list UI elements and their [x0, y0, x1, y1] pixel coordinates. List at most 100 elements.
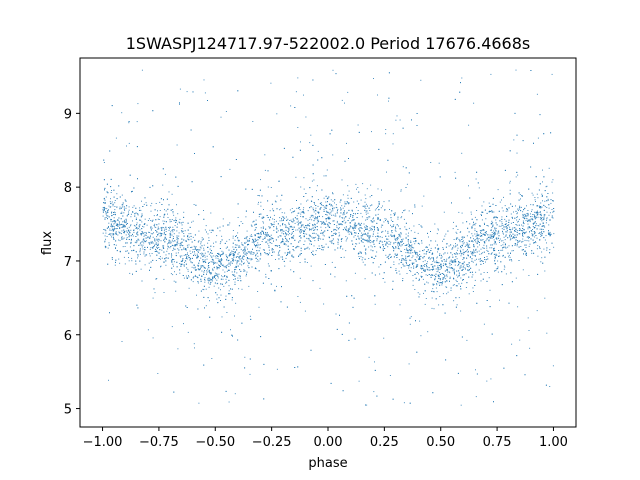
data-point: [145, 237, 147, 239]
data-point: [470, 252, 472, 254]
data-point: [247, 265, 249, 267]
data-point: [435, 298, 437, 300]
data-point: [315, 218, 317, 220]
data-point: [262, 226, 264, 228]
data-point: [180, 256, 181, 258]
data-point: [150, 233, 152, 235]
data-point: [542, 219, 544, 221]
data-point: [219, 226, 221, 228]
data-point: [321, 222, 323, 224]
data-point: [501, 224, 503, 226]
data-point: [452, 268, 454, 270]
data-point: [318, 215, 320, 217]
data-point: [527, 220, 529, 222]
data-point: [357, 223, 359, 225]
data-point: [199, 253, 201, 255]
data-point: [540, 202, 542, 204]
data-point: [388, 100, 389, 102]
data-point: [141, 244, 143, 246]
data-point: [128, 230, 129, 232]
data-point: [439, 284, 441, 286]
data-point: [198, 269, 200, 271]
data-point: [472, 261, 474, 263]
data-point: [179, 222, 180, 224]
data-point: [152, 337, 154, 339]
data-point: [534, 197, 536, 198]
data-point: [426, 268, 428, 270]
data-point: [352, 306, 354, 308]
data-point: [427, 331, 429, 333]
data-point: [446, 269, 448, 271]
data-point: [505, 210, 507, 212]
data-point: [507, 210, 509, 212]
data-point: [136, 228, 138, 230]
data-point: [392, 225, 394, 227]
data-point: [453, 221, 454, 223]
data-point: [192, 236, 194, 238]
data-point: [409, 264, 411, 266]
data-point: [190, 247, 192, 248]
data-point: [408, 227, 410, 229]
data-point: [451, 260, 453, 262]
data-point: [312, 215, 314, 216]
data-point: [476, 242, 478, 244]
data-point: [516, 224, 518, 226]
data-point: [238, 275, 240, 277]
data-point: [117, 225, 119, 227]
data-point: [353, 226, 355, 228]
data-point: [475, 264, 477, 266]
data-point: [344, 213, 346, 215]
data-point: [516, 152, 518, 154]
data-point: [387, 221, 389, 223]
data-point: [282, 256, 283, 258]
data-point: [519, 233, 521, 235]
data-point: [401, 251, 402, 252]
data-point: [285, 234, 287, 236]
data-point: [298, 207, 299, 209]
data-point: [143, 251, 145, 253]
data-point: [470, 211, 472, 213]
data-point: [544, 206, 546, 208]
data-point: [483, 247, 485, 249]
data-point: [234, 239, 236, 241]
data-point: [267, 263, 269, 265]
data-point: [152, 242, 154, 244]
data-point: [335, 215, 337, 217]
data-point: [527, 236, 529, 238]
data-point: [270, 239, 272, 241]
data-point: [480, 280, 482, 282]
data-point: [268, 253, 269, 255]
data-point: [121, 213, 123, 214]
data-point: [179, 272, 181, 274]
data-point: [323, 206, 325, 208]
data-point: [307, 219, 309, 221]
data-point: [299, 231, 301, 233]
data-point: [342, 248, 344, 250]
data-point: [228, 293, 230, 295]
data-point: [317, 238, 319, 240]
data-point: [273, 214, 275, 216]
data-point: [329, 218, 331, 220]
data-point: [200, 241, 202, 243]
data-point: [337, 228, 339, 230]
data-point: [528, 330, 530, 331]
data-point: [139, 251, 141, 253]
data-point: [250, 224, 252, 226]
data-point: [536, 214, 538, 216]
data-point: [191, 246, 193, 248]
data-point: [475, 271, 477, 273]
data-point: [208, 277, 210, 279]
data-point: [315, 236, 317, 238]
data-point: [287, 241, 289, 243]
data-point: [531, 233, 533, 235]
data-point: [151, 241, 153, 243]
data-point: [384, 209, 386, 210]
data-point: [297, 212, 299, 214]
data-point: [525, 244, 527, 246]
data-point: [181, 260, 183, 262]
data-point: [446, 276, 448, 278]
data-point: [552, 200, 553, 202]
data-point: [334, 276, 336, 278]
data-point: [149, 186, 151, 188]
data-point: [473, 238, 474, 240]
